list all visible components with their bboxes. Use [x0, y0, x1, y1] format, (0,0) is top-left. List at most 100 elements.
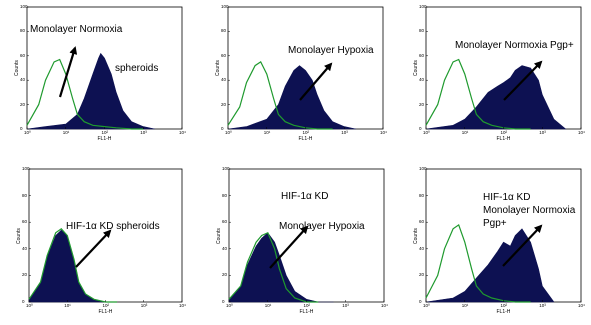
- x-tick-label: 10³: [140, 303, 148, 308]
- x-tick-label: 10²: [303, 303, 311, 308]
- x-tick-label: 10²: [500, 303, 508, 308]
- x-tick-label: 10²: [101, 130, 109, 135]
- filled-histogram: [26, 52, 155, 130]
- annotation-label: Monolayer Normoxia: [30, 24, 123, 35]
- y-tick-label: 40: [221, 77, 227, 83]
- y-tick-label: 100: [419, 4, 427, 9]
- x-tick-label: 10⁴: [179, 303, 186, 308]
- histogram-panel-3: [425, 6, 582, 130]
- y-tick-label: 80: [20, 28, 26, 34]
- annotation-label: Monolayer Normoxia: [483, 205, 576, 216]
- histogram-panel-6: [425, 168, 582, 303]
- x-tick-label: 10⁰: [26, 303, 33, 308]
- x-tick-label: 10¹: [461, 303, 469, 308]
- x-axis-label: FL1-H: [496, 309, 511, 315]
- y-tick-label: 80: [419, 192, 425, 198]
- filled-histogram: [28, 229, 117, 303]
- x-axis-label: FL1-H: [496, 136, 511, 142]
- annotation-label: Monolayer Hypoxia: [279, 221, 365, 232]
- y-tick-label: 100: [20, 4, 28, 9]
- y-tick-label: 20: [22, 272, 28, 278]
- annotation-arrow: [299, 62, 333, 101]
- y-axis-label: Counts: [215, 60, 221, 76]
- y-tick-label: 100: [221, 4, 229, 9]
- annotation-label: Monolayer Hypoxia: [288, 45, 374, 56]
- y-tick-label: 40: [222, 245, 228, 251]
- y-tick-label: 100: [222, 166, 230, 171]
- x-tick-label: 10⁴: [179, 130, 186, 135]
- filled-histogram: [425, 65, 567, 130]
- x-tick-label: 10⁴: [578, 303, 585, 308]
- x-tick-label: 10²: [302, 130, 310, 135]
- y-tick-label: 60: [419, 219, 425, 225]
- y-tick-label: 0: [419, 299, 422, 304]
- annotation-label: spheroids: [115, 63, 159, 74]
- y-tick-label: 40: [22, 245, 28, 251]
- x-axis-label: FL1-H: [98, 309, 113, 315]
- x-tick-label: 10³: [341, 130, 348, 135]
- x-tick-label: 10²: [500, 130, 508, 135]
- x-tick-label: 10³: [539, 303, 546, 308]
- y-tick-label: 40: [419, 77, 425, 83]
- histogram-panel-1: [26, 6, 183, 130]
- x-tick-label: 10¹: [62, 130, 70, 135]
- y-tick-label: 20: [221, 101, 227, 107]
- x-tick-label: 10¹: [264, 303, 272, 308]
- y-tick-label: 100: [419, 166, 427, 171]
- filled-histogram: [228, 232, 334, 303]
- y-tick-label: 0: [222, 299, 225, 304]
- histogram-panel-4: [28, 168, 183, 303]
- x-tick-label: 10²: [102, 303, 110, 308]
- x-tick-label: 10⁰: [423, 130, 430, 135]
- y-tick-label: 80: [221, 28, 227, 34]
- y-tick-label: 20: [419, 272, 425, 278]
- y-tick-label: 80: [419, 28, 425, 34]
- filled-histogram: [425, 228, 555, 303]
- histogram-panel-5: [228, 168, 385, 303]
- x-tick-label: 10¹: [263, 130, 271, 135]
- y-tick-label: 60: [22, 219, 28, 225]
- y-axis-label: Counts: [413, 227, 419, 244]
- x-tick-label: 10³: [539, 130, 546, 135]
- x-tick-label: 10⁴: [380, 130, 387, 135]
- annotation-arrow: [75, 229, 112, 268]
- x-tick-label: 10⁰: [226, 303, 233, 308]
- y-tick-label: 40: [20, 77, 26, 83]
- x-tick-label: 10⁴: [381, 303, 388, 308]
- annotation-arrow: [269, 225, 309, 269]
- annotation-label: HIF-1α KD: [281, 191, 329, 202]
- y-tick-label: 0: [22, 299, 25, 304]
- x-tick-label: 10¹: [64, 303, 71, 308]
- annotation-arrow: [502, 224, 543, 267]
- annotation-arrow: [58, 46, 78, 98]
- x-tick-label: 10³: [342, 303, 349, 308]
- y-tick-label: 60: [20, 52, 26, 58]
- x-tick-label: 10⁰: [225, 130, 232, 135]
- x-tick-label: 10³: [140, 130, 147, 135]
- y-tick-label: 0: [20, 126, 23, 131]
- y-tick-label: 20: [20, 101, 26, 107]
- outline-histogram: [26, 58, 144, 130]
- y-tick-label: 0: [221, 126, 224, 131]
- y-tick-label: 60: [222, 219, 228, 225]
- annotation-arrow: [503, 60, 543, 101]
- x-axis-label: FL1-H: [298, 136, 313, 142]
- y-tick-label: 80: [222, 192, 228, 198]
- annotation-label: HIF-1α KD: [483, 192, 531, 203]
- y-tick-label: 60: [221, 52, 227, 58]
- histogram-panel-2: [227, 6, 384, 130]
- x-tick-label: 10⁰: [423, 303, 430, 308]
- annotation-label: HIF-1α KD spheroids: [66, 221, 160, 232]
- y-tick-label: 40: [419, 245, 425, 251]
- x-tick-label: 10¹: [461, 130, 469, 135]
- outline-histogram: [228, 232, 319, 303]
- y-tick-label: 20: [419, 101, 425, 107]
- y-tick-label: 100: [22, 166, 30, 171]
- y-axis-label: Counts: [413, 60, 419, 76]
- x-axis-label: FL1-H: [97, 136, 112, 142]
- y-tick-label: 60: [419, 52, 425, 58]
- annotation-label: Monolayer Normoxia Pgp+: [455, 40, 574, 51]
- y-axis-label: Counts: [216, 227, 222, 244]
